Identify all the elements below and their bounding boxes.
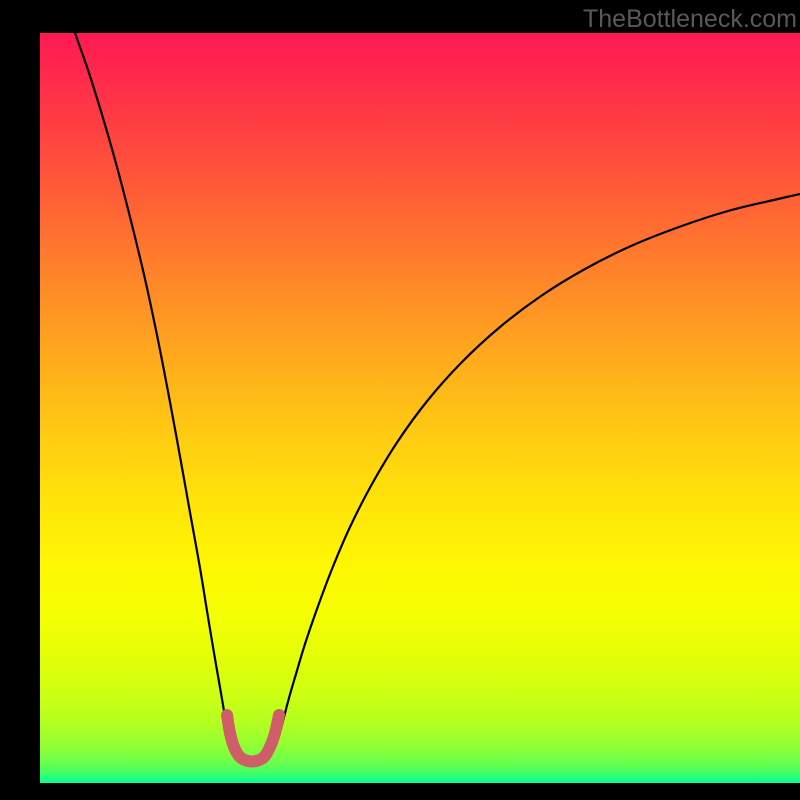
bottleneck-chart: TheBottleneck.com [0,0,800,800]
plot-background [40,33,800,783]
chart-svg [0,0,800,800]
watermark-text: TheBottleneck.com [583,5,797,34]
